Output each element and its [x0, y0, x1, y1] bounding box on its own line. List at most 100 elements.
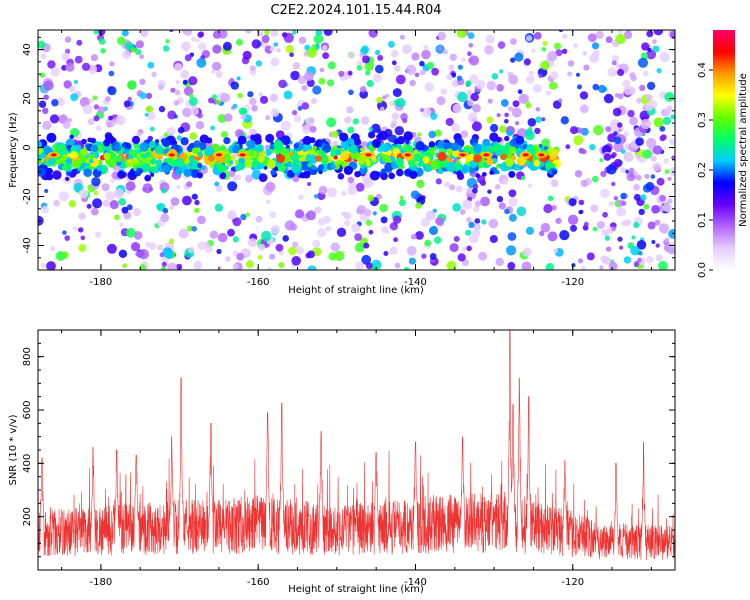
heatmap-cell [270, 225, 280, 235]
heatmap-cell [144, 112, 149, 117]
heatmap-cell [581, 149, 587, 155]
heatmap-cell [64, 36, 72, 43]
heatmap-cell [82, 104, 93, 115]
heatmap-cell [69, 85, 76, 93]
heatmap-cell [395, 97, 406, 108]
heatmap-cell [652, 45, 660, 53]
heatmap-cell [78, 244, 87, 252]
heatmap-cell [623, 256, 632, 264]
heatmap-cell [307, 265, 317, 270]
heatmap-cell [435, 216, 445, 226]
heatmap-cell [514, 143, 519, 149]
heatmap-cell [47, 60, 56, 69]
heatmap-cell [535, 116, 542, 123]
heatmap-cell [158, 105, 166, 113]
heatmap-cell [318, 77, 326, 85]
heatmap-cell [511, 107, 522, 118]
heatmap-cell [434, 129, 442, 137]
heatmap-cell [428, 141, 436, 148]
heatmap-cell [446, 260, 457, 270]
heatmap-cell [635, 174, 642, 181]
heatmap-cell [573, 43, 579, 48]
heatmap-cell [139, 264, 146, 270]
heatmap-cell [437, 151, 447, 162]
heatmap-cell [382, 95, 387, 100]
heatmap-cell [451, 123, 460, 132]
heatmap-cell [40, 53, 47, 60]
heatmap-cell [633, 221, 640, 229]
heatmap-cell [541, 47, 547, 52]
heatmap-cell [570, 224, 577, 232]
heatmap-cell [600, 170, 607, 178]
heatmap-cell [177, 126, 185, 134]
heatmap-cell [356, 65, 363, 71]
heatmap-cell [343, 165, 353, 175]
heatmap-cell [74, 144, 82, 152]
spectrogram-x-tick-label: -140 [404, 277, 427, 288]
heatmap-cell [461, 57, 466, 62]
heatmap-cell [188, 96, 198, 106]
heatmap-cell [623, 85, 634, 96]
heatmap-cell [108, 70, 115, 77]
heatmap-cell [46, 261, 56, 270]
heatmap-cell [43, 80, 54, 91]
heatmap-cell [169, 204, 175, 210]
heatmap-cell [463, 146, 470, 153]
heatmap-cell [599, 158, 604, 163]
heatmap-cell [499, 125, 507, 133]
heatmap-cell [248, 238, 258, 248]
heatmap-cell [299, 156, 305, 162]
heatmap-cell [379, 152, 384, 157]
heatmap-cell [637, 57, 649, 68]
heatmap-cell [212, 61, 222, 71]
heatmap-cell [527, 118, 537, 127]
colorbar-tick-label: 0.4 [697, 62, 708, 78]
heatmap-cell [292, 30, 297, 35]
heatmap-cell [465, 80, 472, 87]
heatmap-cell [540, 222, 551, 233]
heatmap-cell [245, 212, 250, 217]
heatmap-cell [516, 156, 526, 166]
heatmap-cell [368, 229, 374, 235]
heatmap-cell [40, 262, 46, 268]
heatmap-cell [280, 135, 291, 146]
heatmap-cell [363, 208, 372, 217]
heatmap-cell [96, 165, 103, 172]
heatmap-cell [146, 111, 156, 121]
heatmap-cell [614, 93, 620, 98]
heatmap-cell [166, 127, 176, 137]
heatmap-cell [389, 246, 398, 255]
heatmap-cell [478, 251, 488, 261]
heatmap-cell [326, 117, 337, 128]
heatmap-cell [380, 106, 385, 112]
heatmap-cell [69, 134, 74, 140]
snr-y-tick-label: 400 [22, 454, 33, 473]
heatmap-cell [468, 43, 474, 48]
heatmap-cell [527, 183, 533, 188]
heatmap-cell [80, 235, 86, 241]
heatmap-cell [125, 227, 136, 238]
heatmap-cell [630, 75, 637, 82]
heatmap-cell [417, 132, 422, 137]
heatmap-cell [603, 153, 612, 161]
heatmap-cell [390, 156, 396, 161]
heatmap-cell [378, 130, 389, 141]
heatmap-cell [98, 30, 106, 36]
heatmap-cell [624, 219, 632, 227]
heatmap-cell [667, 176, 672, 181]
heatmap-cell [182, 107, 192, 118]
heatmap-cell [351, 223, 361, 233]
heatmap-cell [645, 255, 654, 264]
heatmap-cell [396, 168, 404, 177]
heatmap-cell [67, 118, 73, 123]
heatmap-cell [81, 138, 87, 145]
heatmap-cell [270, 57, 280, 67]
heatmap-cell [629, 167, 635, 173]
heatmap-cell [411, 233, 417, 240]
heatmap-cell [390, 49, 399, 58]
heatmap-cell [201, 165, 206, 170]
heatmap-cell [323, 30, 333, 36]
heatmap-cell [532, 84, 542, 93]
spectrogram-y-tick-label: 20 [22, 92, 33, 105]
heatmap-cell [452, 203, 462, 212]
